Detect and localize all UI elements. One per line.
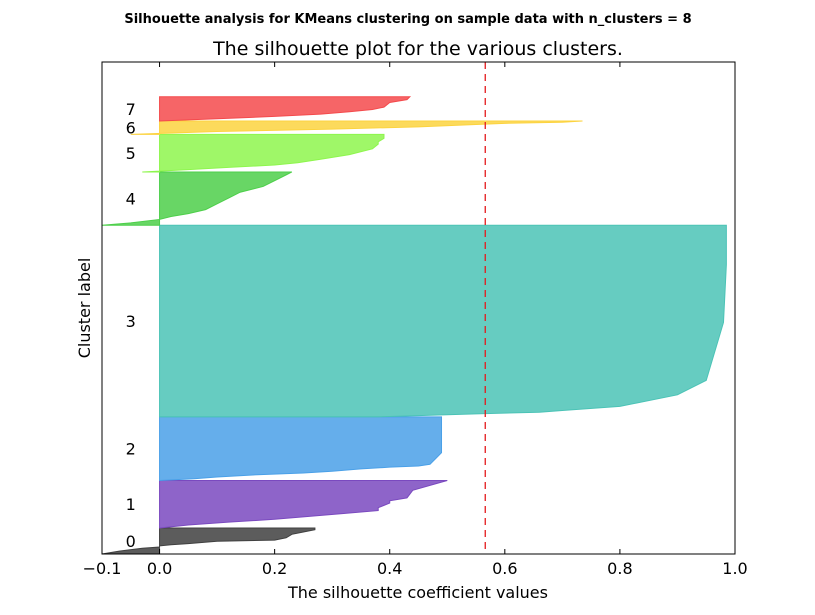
- cluster-label-1: 1: [126, 495, 136, 514]
- cluster-label-6: 6: [126, 119, 136, 138]
- silhouette-bands: [101, 96, 727, 555]
- chart-title: The silhouette plot for the various clus…: [212, 38, 623, 60]
- silhouette-band-cluster-4: [101, 171, 293, 226]
- cluster-label-4: 4: [126, 190, 136, 209]
- silhouette-band-cluster-7: [159, 96, 412, 122]
- plot-area: 0 1 2 3 4 5 67 −0.1 0.0 0.2 0.4 0.6 0.8 1.0: [83, 61, 748, 578]
- y-axis-label: Cluster label: [75, 258, 94, 359]
- x-tick-label-1: 0.0: [147, 559, 172, 578]
- x-tick-label-0: −0.1: [83, 559, 122, 578]
- silhouette-band-cluster-2: [159, 416, 443, 482]
- silhouette-band-cluster-3: [159, 224, 727, 418]
- x-tick-label-6: 1.0: [722, 559, 747, 578]
- figure-suptitle: Silhouette analysis for KMeans clusterin…: [124, 12, 691, 27]
- cluster-label-0: 0: [126, 532, 136, 551]
- x-axis-ticks: −0.1 0.0 0.2 0.4 0.6 0.8 1.0: [83, 62, 748, 578]
- silhouette-band-cluster-5: [142, 133, 385, 173]
- silhouette-band-cluster-6: [130, 120, 583, 135]
- silhouette-band-cluster-0: [101, 527, 316, 555]
- cluster-label-2: 2: [126, 440, 136, 459]
- x-tick-label-4: 0.6: [492, 559, 517, 578]
- x-tick-label-5: 0.8: [607, 559, 632, 578]
- x-axis-label: The silhouette coefficient values: [287, 583, 548, 602]
- cluster-label-3: 3: [126, 312, 136, 331]
- cluster-label-7: 7: [126, 100, 136, 119]
- plot-frame: [101, 61, 736, 555]
- cluster-labels: 0 1 2 3 4 5 67: [126, 100, 136, 551]
- x-tick-label-2: 0.2: [262, 559, 287, 578]
- x-tick-label-3: 0.4: [377, 559, 402, 578]
- cluster-label-5: 5: [126, 144, 136, 163]
- silhouette-band-cluster-1: [159, 479, 448, 529]
